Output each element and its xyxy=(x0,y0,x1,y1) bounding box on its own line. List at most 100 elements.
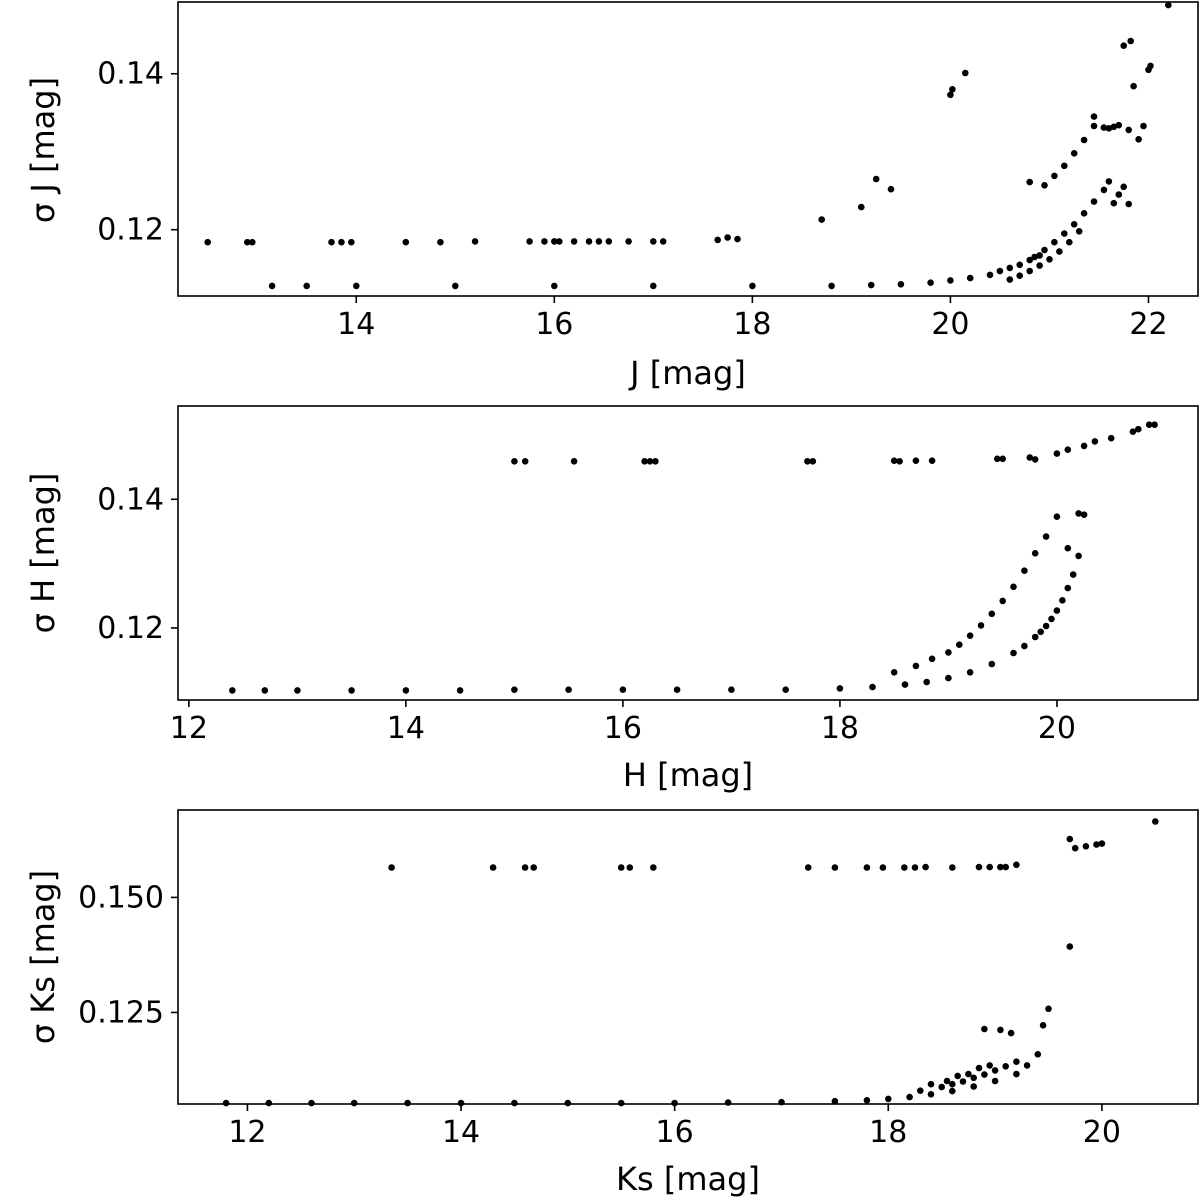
data-point xyxy=(1071,844,1079,852)
y-tick-label: 0.150 xyxy=(78,880,164,915)
x-tick-label: 20 xyxy=(931,307,969,342)
data-point xyxy=(836,685,844,692)
data-point xyxy=(652,458,659,465)
data-point xyxy=(294,687,301,694)
data-point xyxy=(831,864,839,871)
data-point xyxy=(991,1067,999,1074)
y-tick-label: 0.12 xyxy=(97,611,164,646)
data-point xyxy=(956,641,963,648)
x-tick-label: 12 xyxy=(170,711,208,746)
x-tick-label: 16 xyxy=(535,307,573,342)
data-point xyxy=(966,632,974,639)
data-point xyxy=(804,458,811,465)
data-point xyxy=(927,1091,935,1098)
data-point xyxy=(1147,62,1154,70)
data-point xyxy=(804,864,812,871)
data-point xyxy=(912,662,920,670)
data-point xyxy=(1165,1,1172,9)
data-point xyxy=(1064,446,1072,454)
data-point xyxy=(1064,584,1072,592)
data-point xyxy=(626,864,634,871)
data-point xyxy=(947,277,954,284)
data-point xyxy=(863,1097,871,1104)
data-point xyxy=(641,458,648,465)
data-point xyxy=(511,1099,518,1107)
y-tick-label: 0.125 xyxy=(78,995,164,1030)
data-point xyxy=(988,610,996,618)
x-axis-title-h: H [mag] xyxy=(623,756,753,794)
data-point xyxy=(1090,198,1098,205)
y-tick-label: 0.12 xyxy=(97,213,164,248)
data-point xyxy=(1026,178,1033,186)
data-point xyxy=(831,1097,839,1105)
data-point xyxy=(1127,37,1134,45)
data-point xyxy=(885,1095,892,1103)
data-point xyxy=(1070,221,1078,228)
data-point xyxy=(887,185,895,193)
data-point xyxy=(1034,1051,1042,1058)
data-point xyxy=(872,175,880,183)
data-point xyxy=(1061,162,1068,170)
data-point xyxy=(530,864,537,871)
data-point xyxy=(541,238,548,245)
data-point xyxy=(1021,642,1028,650)
data-point xyxy=(896,458,903,465)
data-point xyxy=(1075,510,1082,517)
data-point xyxy=(858,203,865,211)
data-point xyxy=(911,864,919,871)
data-point xyxy=(945,649,952,656)
data-point xyxy=(917,1087,924,1094)
data-point xyxy=(1066,835,1074,843)
points-ks xyxy=(222,818,1159,1107)
data-point xyxy=(818,216,825,223)
data-point xyxy=(229,687,236,694)
panel-ks: 12 14 16 18 20 0.125 0.150 Ks [mag] σ Ks [mag… xyxy=(24,809,1199,1198)
data-point xyxy=(1059,597,1066,604)
data-point xyxy=(1066,238,1073,246)
data-point xyxy=(988,660,996,668)
data-point xyxy=(619,686,627,693)
data-point xyxy=(1135,136,1142,143)
data-point xyxy=(922,863,929,871)
plot-frame-ks xyxy=(177,809,1199,1105)
data-point xyxy=(981,1025,988,1033)
data-point xyxy=(1080,136,1088,144)
x-tick-label: 14 xyxy=(387,711,425,746)
x-tick-label: 16 xyxy=(656,1115,694,1150)
data-point xyxy=(303,282,311,290)
data-point xyxy=(1041,182,1048,189)
data-point xyxy=(1125,200,1132,208)
data-point xyxy=(261,687,269,694)
data-point xyxy=(249,238,256,246)
data-point xyxy=(714,236,721,244)
data-point xyxy=(1016,272,1023,280)
data-point xyxy=(1053,513,1061,520)
data-point xyxy=(1002,863,1009,871)
data-point xyxy=(1026,454,1034,461)
data-point xyxy=(1046,255,1053,263)
data-point xyxy=(511,458,518,465)
data-point xyxy=(1069,571,1077,578)
data-point xyxy=(954,1072,961,1080)
data-point xyxy=(949,86,956,93)
points-j xyxy=(204,1,1172,290)
data-point xyxy=(1105,125,1113,132)
data-point xyxy=(388,864,395,871)
data-point xyxy=(348,238,355,246)
x-tick-label: 16 xyxy=(604,711,642,746)
data-point xyxy=(724,234,731,241)
data-point xyxy=(511,686,518,693)
data-point xyxy=(949,1087,956,1095)
data-point xyxy=(1051,172,1058,180)
data-point xyxy=(966,274,974,282)
data-point xyxy=(646,458,654,465)
data-point xyxy=(1056,248,1063,255)
data-point xyxy=(879,864,887,871)
data-point xyxy=(659,238,667,245)
data-point xyxy=(782,686,789,693)
data-point xyxy=(981,1071,988,1078)
data-point xyxy=(1098,840,1106,847)
data-point xyxy=(912,457,920,465)
data-point xyxy=(471,238,479,245)
data-point xyxy=(728,686,735,693)
